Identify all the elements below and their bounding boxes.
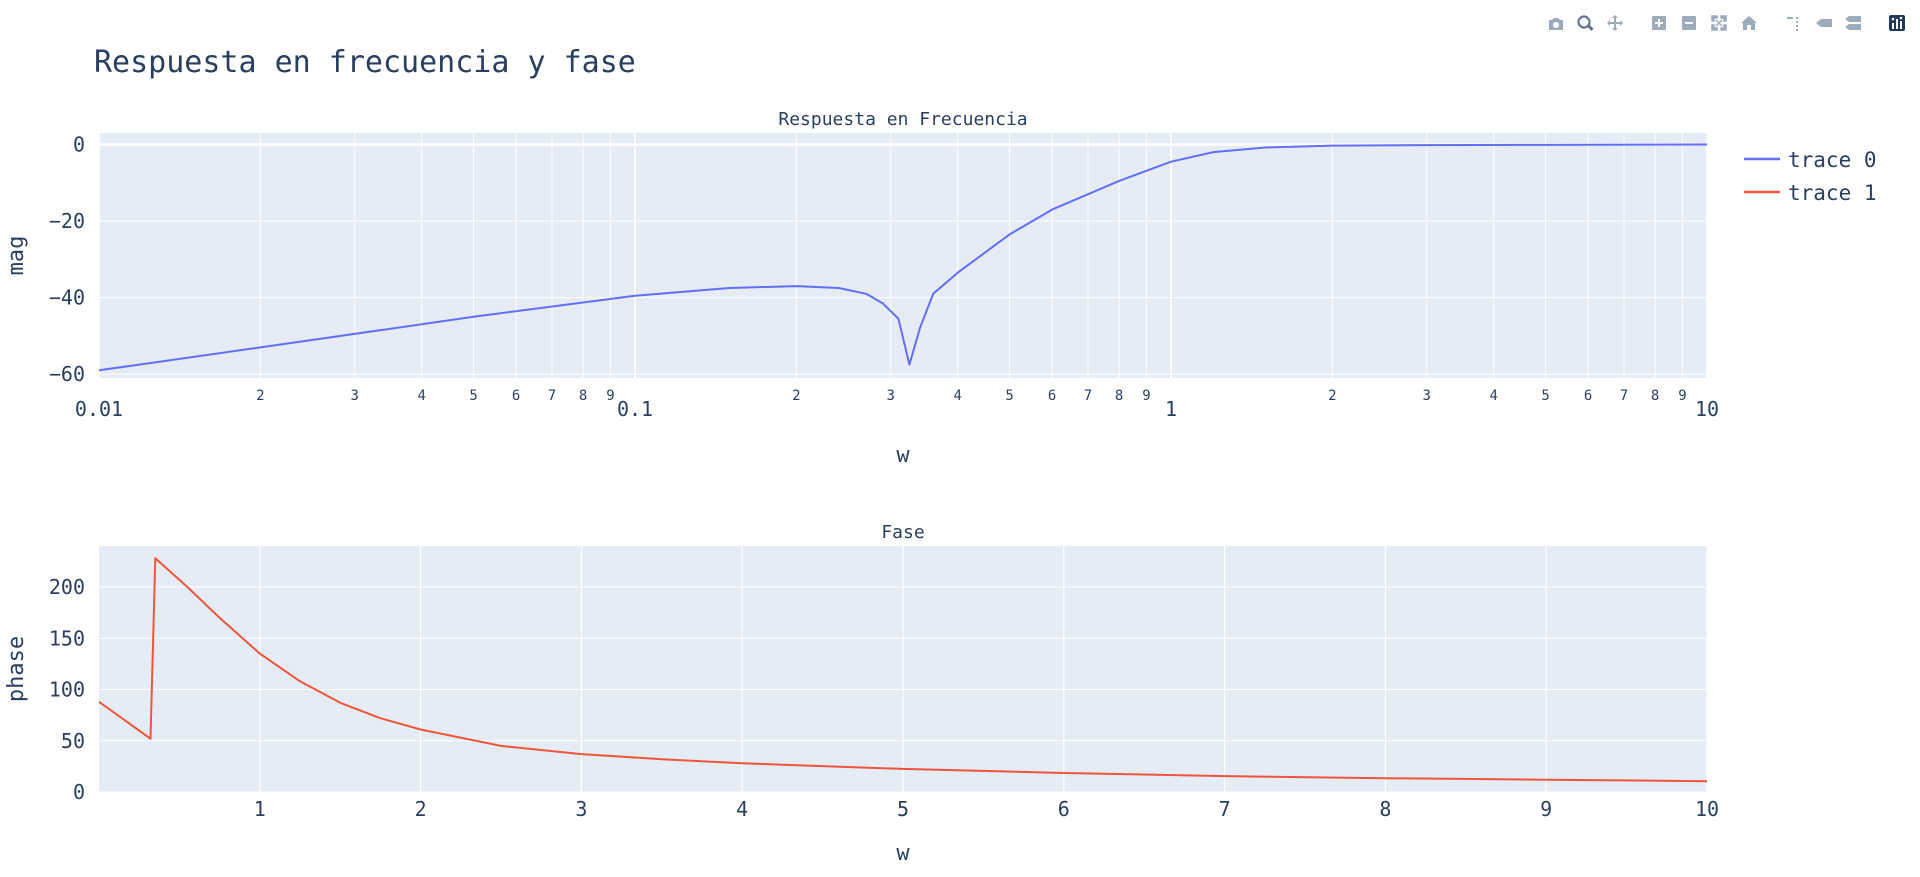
spike-lines-icon	[1787, 17, 1798, 31]
x-minor-tick-label: 8	[1115, 388, 1123, 404]
pan-icon	[1607, 15, 1623, 31]
zoom-icon	[1577, 15, 1594, 31]
x-tick-label: 10	[1695, 797, 1719, 821]
x-tick-label: 0.01	[75, 397, 123, 421]
x-minor-tick-label: 4	[417, 388, 425, 404]
x-tick-label: 1	[1165, 397, 1177, 421]
y-tick-label: 100	[49, 678, 85, 702]
x-minor-tick-label: 7	[548, 388, 556, 404]
zoom-out-icon	[1682, 16, 1696, 30]
subplot-title-phase: Fase	[881, 522, 924, 543]
home-icon	[1741, 16, 1757, 30]
y-tick-label: −40	[49, 286, 85, 310]
y-tick-label: 150	[49, 626, 85, 650]
x-minor-tick-label: 9	[1142, 388, 1150, 404]
x-minor-tick-label: 3	[887, 388, 895, 404]
x-minor-tick-label: 6	[512, 388, 520, 404]
x-tick-label: 3	[575, 797, 587, 821]
zoom-out-button[interactable]	[1676, 12, 1702, 34]
x-minor-tick-label: 4	[953, 388, 961, 404]
plotly-logo-icon	[1889, 15, 1905, 31]
home-button[interactable]	[1736, 12, 1762, 34]
x-minor-tick-label: 6	[1048, 388, 1056, 404]
pan-button[interactable]	[1602, 12, 1628, 34]
x-minor-tick-label: 2	[792, 388, 800, 404]
zoom-button[interactable]	[1572, 12, 1598, 34]
y-tick-label: 50	[61, 729, 85, 753]
x-minor-tick-label: 9	[1678, 388, 1686, 404]
x-minor-tick-label: 3	[1423, 388, 1431, 404]
x-minor-tick-label: 9	[606, 388, 614, 404]
y-tick-label: −20	[49, 209, 85, 233]
x-tick-label: 7	[1219, 797, 1231, 821]
legend-item-trace-1[interactable]: trace 1	[1744, 181, 1877, 205]
autoscale-icon	[1711, 15, 1727, 31]
camera-button[interactable]	[1542, 12, 1568, 34]
y-tick-label: 0	[73, 132, 85, 156]
x-axis-label-frequency: w	[896, 443, 910, 468]
figure-title: Respuesta en frecuencia y fase	[94, 45, 636, 80]
x-tick-label: 2	[415, 797, 427, 821]
series-line-trace-0	[98, 143, 1708, 372]
x-tick-label: 9	[1540, 797, 1552, 821]
grid-frequency	[98, 133, 1708, 378]
x-axis-label-phase: w	[896, 841, 910, 866]
grid-phase	[99, 546, 1708, 793]
x-minor-tick-label: 6	[1584, 388, 1592, 404]
modebar	[1542, 12, 1910, 34]
tick-labels-frequency: 2 3 4 5 6 7 8 9 2 3 4 5 6 7 8 9 2 3 4 5 6 7 8 9 0.01 0.1 1 10 0 −20 −4…	[49, 132, 1719, 421]
x-minor-tick-label: 7	[1084, 388, 1092, 404]
zoom-in-icon	[1652, 16, 1666, 30]
legend: trace 0 trace 1	[1744, 148, 1877, 205]
x-tick-label: 8	[1379, 797, 1391, 821]
hover-closest-icon	[1816, 19, 1832, 27]
x-minor-tick-label: 7	[1620, 388, 1628, 404]
x-minor-tick-label: 3	[351, 388, 359, 404]
x-minor-tick-label: 5	[1541, 388, 1549, 404]
x-tick-label: 10	[1695, 397, 1719, 421]
camera-icon	[1549, 18, 1563, 30]
legend-label-trace-1: trace 1	[1788, 181, 1877, 205]
y-tick-label: 200	[49, 575, 85, 599]
legend-label-trace-0: trace 0	[1788, 148, 1877, 172]
hover-compare-icon	[1845, 16, 1861, 30]
x-tick-label: 1	[254, 797, 266, 821]
x-minor-tick-label: 5	[469, 388, 477, 404]
x-tick-label: 4	[736, 797, 748, 821]
hover-compare-button[interactable]	[1840, 12, 1866, 34]
x-minor-tick-label: 8	[579, 388, 587, 404]
spike-lines-button[interactable]	[1780, 12, 1806, 34]
hover-closest-button[interactable]	[1810, 12, 1836, 34]
series-phase	[98, 557, 1708, 783]
x-minor-tick-label: 4	[1489, 388, 1497, 404]
x-minor-tick-label: 2	[256, 388, 264, 404]
zoom-in-button[interactable]	[1646, 12, 1672, 34]
series-frequency	[98, 143, 1708, 372]
x-minor-tick-label: 5	[1005, 388, 1013, 404]
x-tick-label: 5	[897, 797, 909, 821]
x-minor-tick-label: 8	[1651, 388, 1659, 404]
y-tick-label: −60	[49, 362, 85, 386]
autoscale-button[interactable]	[1706, 12, 1732, 34]
y-tick-label: 0	[73, 780, 85, 804]
x-minor-tick-label: 2	[1328, 388, 1336, 404]
x-tick-label: 0.1	[617, 397, 653, 421]
series-line-trace-1	[98, 557, 1708, 783]
x-tick-label: 6	[1058, 797, 1070, 821]
legend-item-trace-0[interactable]: trace 0	[1744, 148, 1877, 172]
subplot-title-frequency: Respuesta en Frecuencia	[778, 109, 1027, 130]
y-axis-label-frequency: mag	[4, 236, 29, 276]
subplot-frequency-response: 2 3 4 5 6 7 8 9 2 3 4 5 6 7 8 9 2 3 4 5 6 7 8 9 0.01 0.1 1 10 0 −20 −4…	[4, 109, 1719, 468]
y-axis-label-phase: phase	[4, 636, 29, 702]
plotly-logo-button[interactable]	[1884, 12, 1910, 34]
